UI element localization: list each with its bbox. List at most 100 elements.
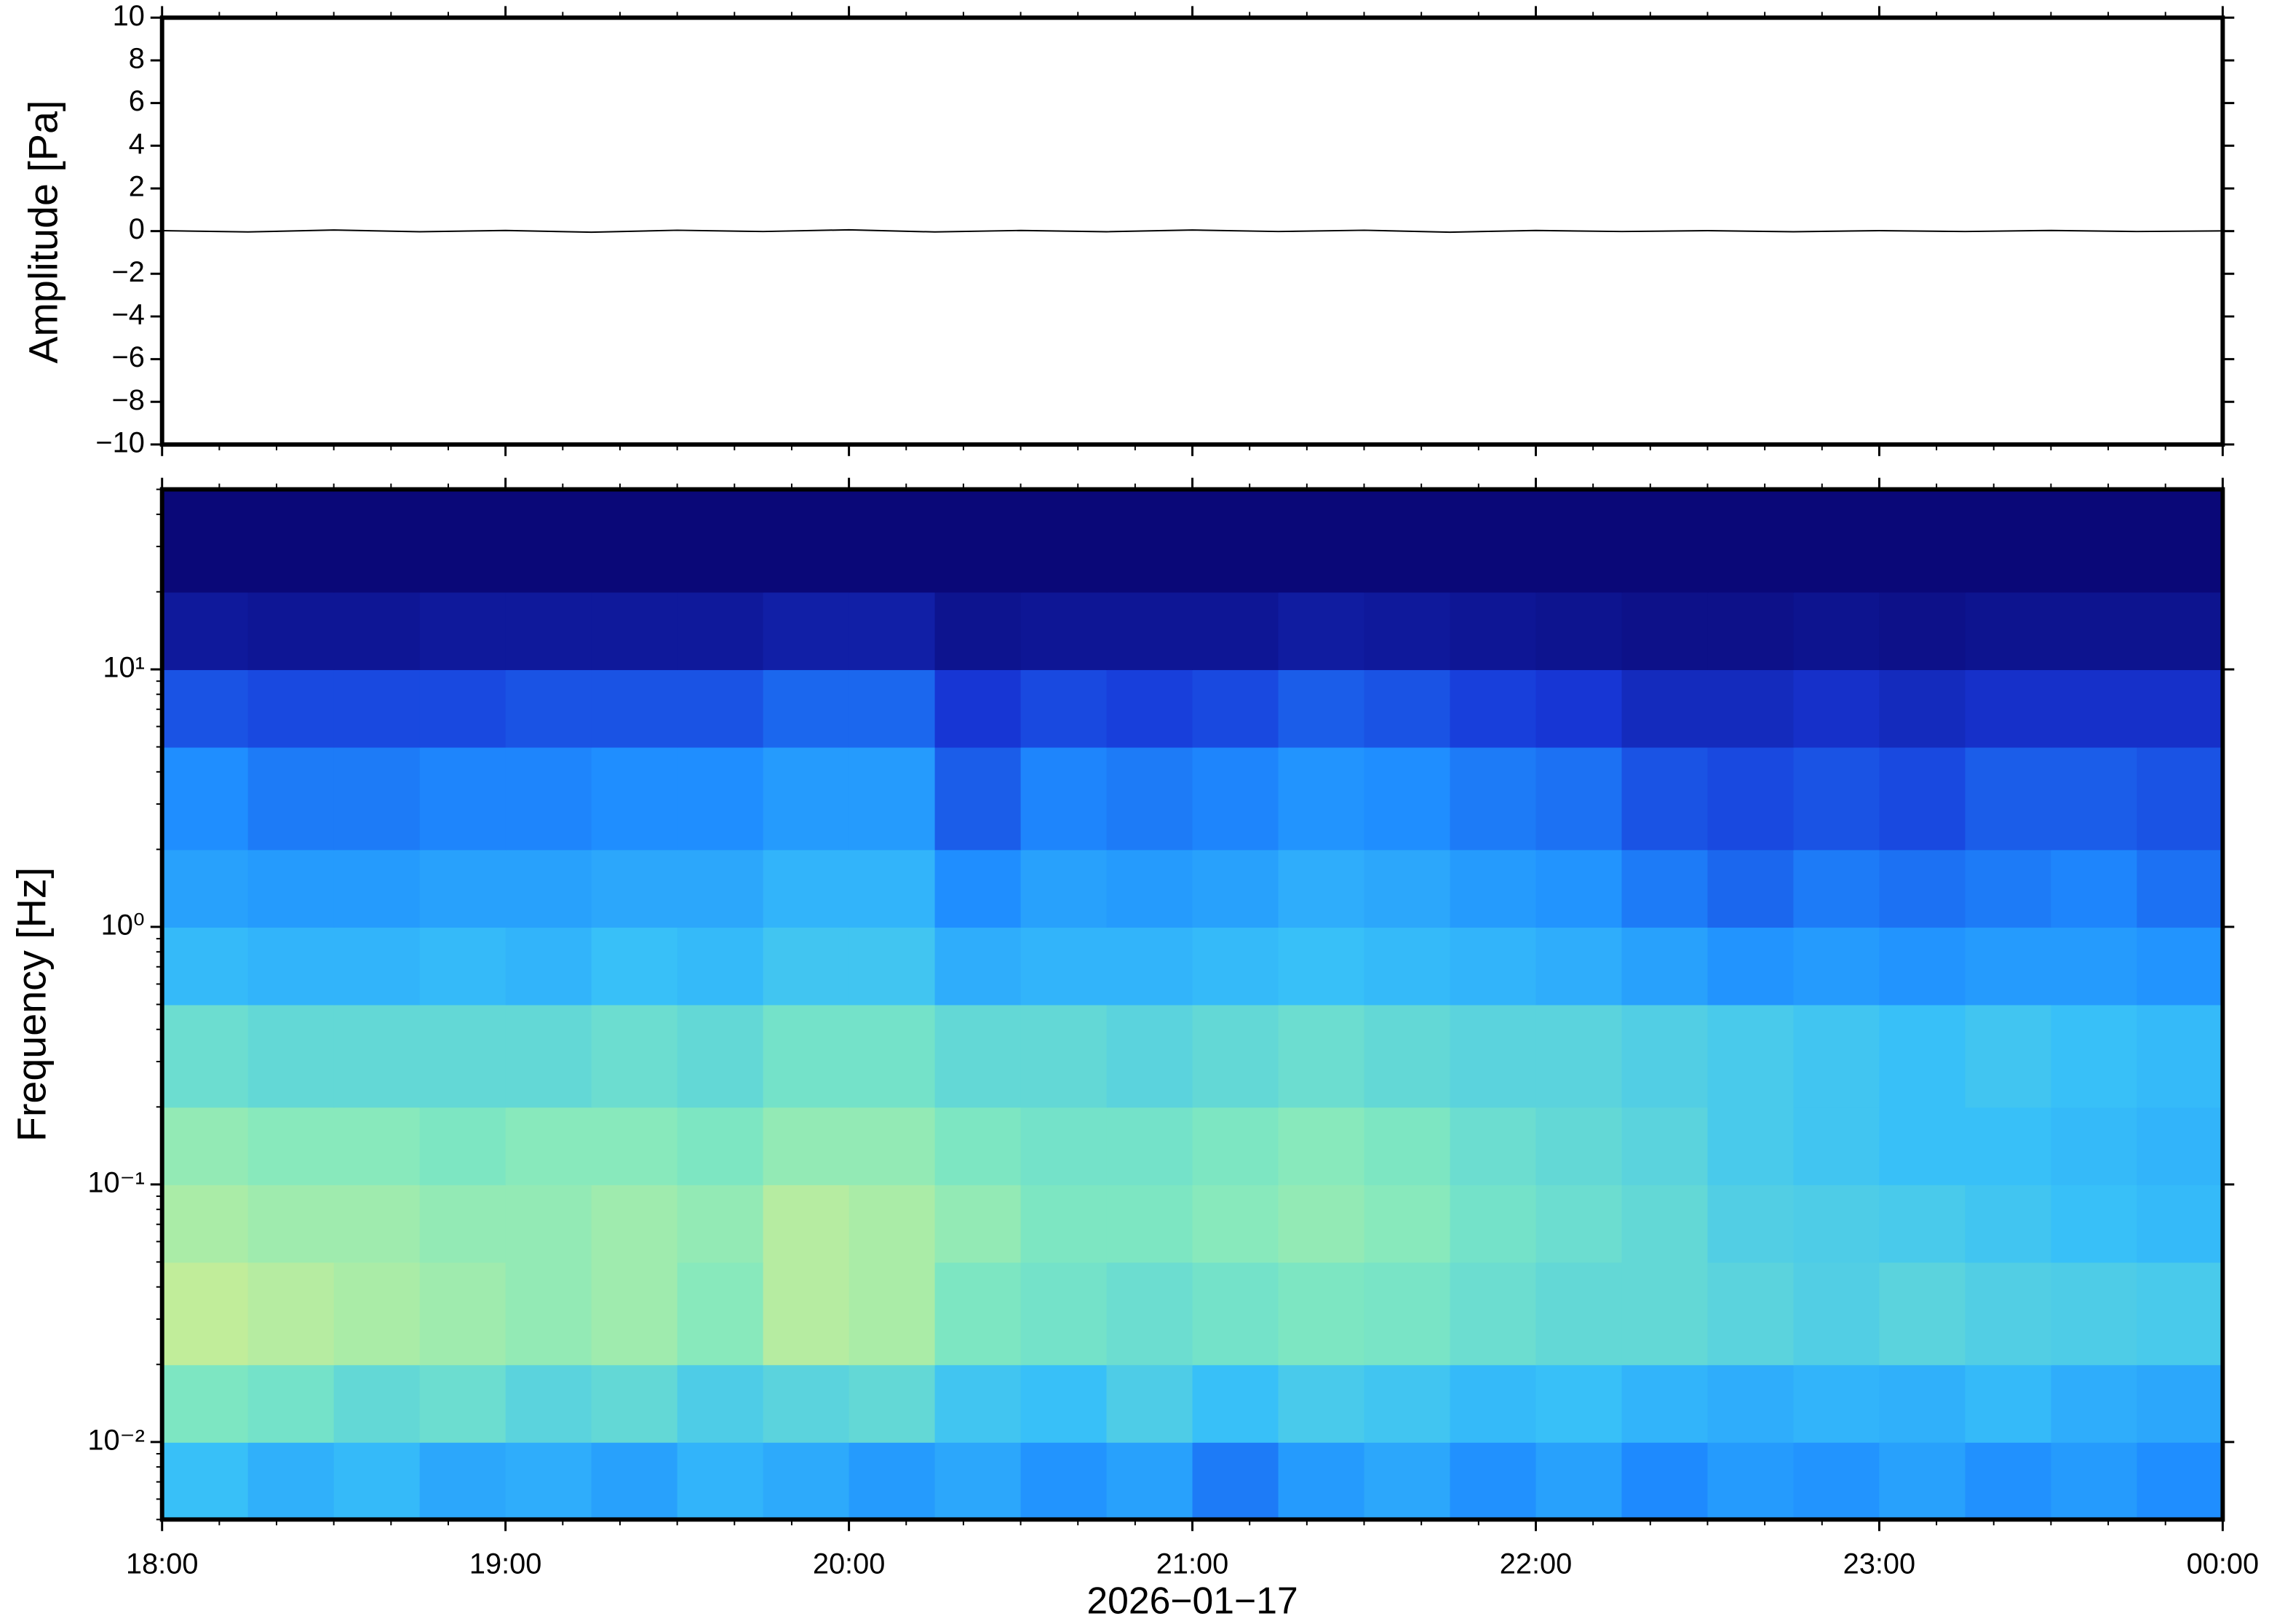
heatmap-cell: [849, 1004, 936, 1108]
heatmap-cell: [162, 1441, 249, 1521]
heatmap-cell: [1106, 1107, 1193, 1185]
heatmap-cell: [1192, 849, 1279, 928]
heatmap-cell: [419, 592, 506, 670]
heatmap-cell: [763, 1262, 850, 1366]
heatmap-cell: [1278, 747, 1365, 851]
heatmap-cell: [763, 849, 850, 928]
heatmap-cell: [1278, 1004, 1365, 1108]
heatmap-cell: [934, 489, 1022, 593]
heatmap-cell: [333, 1441, 421, 1521]
heatmap-cell: [1621, 1262, 1709, 1366]
heatmap-cell: [1879, 1004, 1966, 1108]
heatmap-cell: [1192, 489, 1279, 593]
heatmap-cell: [1278, 849, 1365, 928]
heatmap-cell: [934, 849, 1022, 928]
heatmap-cell: [677, 1441, 764, 1521]
heatmap-cell: [849, 669, 936, 748]
heatmap-cell: [1621, 669, 1709, 748]
heatmap-cell: [1793, 669, 1880, 748]
heatmap-cell: [849, 489, 936, 593]
heatmap-cell: [1965, 592, 2052, 670]
heatmap-cell: [1364, 747, 1451, 851]
heatmap-cell: [934, 926, 1022, 1006]
heatmap-cell: [1965, 1107, 2052, 1185]
heatmap-cell: [247, 747, 335, 851]
heatmap-cell: [1879, 669, 1966, 748]
heatmap-cell: [1450, 849, 1537, 928]
heatmap-cell: [1106, 849, 1193, 928]
heatmap-cell: [1965, 1184, 2052, 1263]
heatmap-cell: [1450, 747, 1537, 851]
heatmap-cell: [849, 1364, 936, 1443]
heatmap-cell: [505, 669, 592, 748]
heatmap-cell: [333, 849, 421, 928]
heatmap-cell: [763, 926, 850, 1006]
heatmap-cell: [1965, 489, 2052, 593]
heatmap-cell: [934, 1107, 1022, 1185]
heatmap-cell: [1879, 849, 1966, 928]
y-tick-label: 10⁻¹: [87, 1166, 144, 1198]
heatmap-cell: [1192, 747, 1279, 851]
x-tick-label: 23:00: [1843, 1548, 1916, 1580]
heatmap-cell: [2137, 1262, 2224, 1366]
heatmap-cell: [1192, 1441, 1279, 1521]
heatmap-cell: [247, 1441, 335, 1521]
heatmap-cell: [1364, 1364, 1451, 1443]
heatmap-cell: [591, 1441, 678, 1521]
heatmap-cell: [591, 849, 678, 928]
heatmap-cell: [1364, 669, 1451, 748]
heatmap-cell: [1106, 1364, 1193, 1443]
heatmap-cell: [1793, 1004, 1880, 1108]
heatmap-cell: [162, 849, 249, 928]
heatmap-cell: [2051, 1184, 2138, 1263]
heatmap-cell: [1621, 592, 1709, 670]
x-tick-label: 00:00: [2187, 1548, 2260, 1580]
heatmap-cell: [849, 1262, 936, 1366]
y-tick-label: 10⁰: [101, 909, 145, 941]
heatmap-cell: [247, 1184, 335, 1263]
heatmap-cell: [2051, 1004, 2138, 1108]
heatmap-cell: [1364, 1262, 1451, 1366]
heatmap-cell: [1020, 489, 1108, 593]
heatmap-cell: [1879, 592, 1966, 670]
heatmap-cell: [1793, 1364, 1880, 1443]
heatmap-cell: [1106, 1441, 1193, 1521]
heatmap-cell: [333, 489, 421, 593]
x-tick-label: 19:00: [469, 1548, 542, 1580]
heatmap-cell: [419, 669, 506, 748]
heatmap-cell: [1020, 926, 1108, 1006]
heatmap-cell: [333, 592, 421, 670]
heatmap-cell: [505, 1004, 592, 1108]
heatmap-cell: [1106, 747, 1193, 851]
heatmap-cell: [1364, 592, 1451, 670]
heatmap-cell: [591, 1184, 678, 1263]
heatmap-cell: [419, 1262, 506, 1366]
x-tick-label: 21:00: [1156, 1548, 1229, 1580]
heatmap-cell: [1192, 1107, 1279, 1185]
heatmap-cell: [247, 669, 335, 748]
heatmap-cell: [1621, 1364, 1709, 1443]
heatmap-cell: [1965, 1364, 2052, 1443]
heatmap-cell: [591, 669, 678, 748]
heatmap-cell: [1707, 592, 1795, 670]
heatmap-cell: [934, 1364, 1022, 1443]
heatmap-cell: [763, 1107, 850, 1185]
heatmap-cell: [419, 1441, 506, 1521]
y-tick-label: −6: [112, 341, 145, 373]
heatmap-cell: [419, 489, 506, 593]
heatmap-cell: [1364, 1004, 1451, 1108]
heatmap-cell: [1106, 1184, 1193, 1263]
heatmap-cell: [1707, 1004, 1795, 1108]
heatmap-cell: [333, 669, 421, 748]
heatmap-cell: [1707, 1364, 1795, 1443]
heatmap-cell: [2137, 489, 2224, 593]
heatmap-cell: [247, 1364, 335, 1443]
heatmap-cell: [1879, 1262, 1966, 1366]
heatmap-cell: [419, 1107, 506, 1185]
y-tick-label: −2: [112, 256, 145, 288]
heatmap-cell: [1450, 1364, 1537, 1443]
heatmap-cell: [1450, 1184, 1537, 1263]
heatmap-cell: [247, 1004, 335, 1108]
heatmap-cell: [2051, 489, 2138, 593]
heatmap-cell: [1879, 1107, 1966, 1185]
